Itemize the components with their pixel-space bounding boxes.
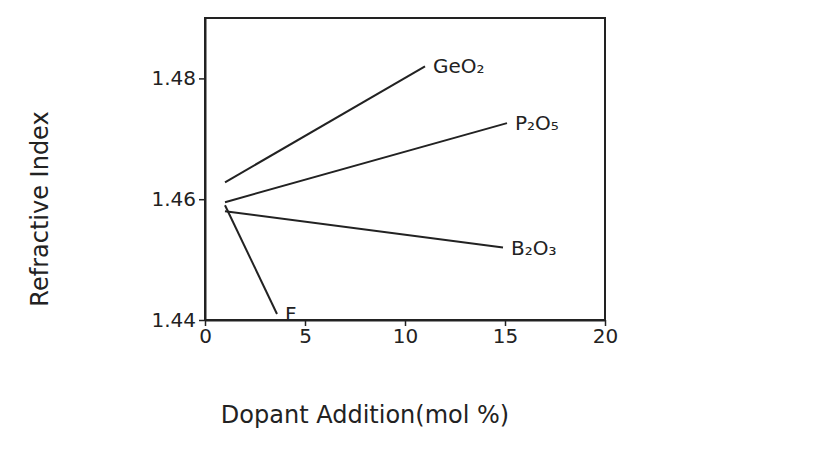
y-axis: 1.44 1.46 1.48	[151, 19, 205, 332]
x-tick: 10	[393, 320, 418, 348]
x-axis: 0 5 10 15 20	[199, 320, 618, 348]
series-label: P₂O₅	[515, 111, 559, 135]
x-tick-label: 0	[199, 324, 212, 348]
series-labels: GeO₂ P₂O₅ B₂O₃ F	[285, 54, 559, 326]
x-tick: 15	[493, 320, 518, 348]
x-tick-label: 10	[393, 324, 418, 348]
y-tick: 1.44	[151, 308, 205, 332]
x-axis-title: Dopant Addition(mol %)	[221, 401, 509, 429]
series-label: F	[285, 302, 297, 326]
chart: 0 5 10 15 20 1.44 1.46 1.48 GeO₂ P₂O₅ B₂O₃ F Dopant …	[0, 0, 840, 463]
plot-frame	[205, 18, 605, 320]
y-axis-title: Refractive Index	[26, 111, 54, 306]
y-tick: 1.48	[151, 66, 205, 90]
x-tick-label: 15	[493, 324, 518, 348]
series-line	[225, 66, 425, 182]
y-axis-line	[205, 19, 207, 321]
y-tick-mark	[199, 199, 205, 201]
y-tick-label: 1.44	[151, 308, 196, 332]
y-tick: 1.46	[151, 187, 205, 211]
series-line	[225, 123, 507, 202]
y-tick-mark	[199, 78, 205, 80]
plot: 0 5 10 15 20 1.44 1.46 1.48 GeO₂ P₂O₅ B₂O₃ F	[151, 18, 618, 348]
series-line	[225, 211, 503, 247]
y-tick-label: 1.48	[151, 66, 196, 90]
x-tick-label: 5	[299, 324, 312, 348]
y-tick-label: 1.46	[151, 187, 196, 211]
lines	[225, 66, 507, 314]
x-tick: 0	[199, 320, 212, 348]
series-label: B₂O₃	[511, 236, 557, 260]
series-label: GeO₂	[433, 54, 485, 78]
series-line	[225, 205, 277, 314]
y-tick-mark	[199, 320, 205, 322]
x-tick: 5	[299, 320, 312, 348]
x-tick-label: 20	[593, 324, 618, 348]
x-tick: 20	[593, 320, 618, 348]
